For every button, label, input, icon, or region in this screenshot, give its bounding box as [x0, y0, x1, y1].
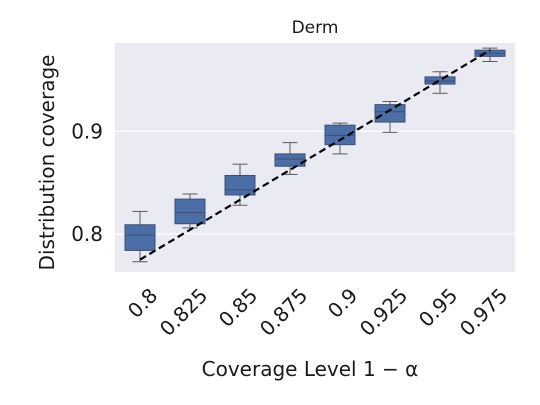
- x-tick-label: 0.975: [455, 283, 512, 340]
- box-0.8: [124, 210, 156, 263]
- box-iqr: [224, 174, 256, 196]
- box-iqr: [274, 153, 306, 167]
- box-iqr: [174, 198, 206, 225]
- box-0.975: [474, 47, 506, 62]
- y-axis-label: Distribution coverage: [35, 55, 59, 271]
- box-iqr: [324, 124, 356, 146]
- y-tick-label: 0.9: [71, 119, 103, 143]
- x-tick-label: 0.925: [355, 283, 412, 340]
- box-0.825: [174, 193, 206, 229]
- box-iqr: [374, 104, 406, 123]
- box-0.85: [224, 163, 256, 206]
- box-0.9: [324, 122, 356, 155]
- x-tick-label: 0.8: [123, 283, 162, 322]
- x-tick-label: 0.875: [255, 283, 312, 340]
- box-iqr: [424, 76, 456, 85]
- x-tick-label: 0.9: [323, 283, 362, 322]
- y-tick-label: 0.8: [71, 222, 103, 246]
- box-0.95: [424, 71, 456, 94]
- box-0.925: [374, 101, 406, 133]
- x-tick-label: 0.825: [155, 283, 212, 340]
- y-tick-labels: 0.8 0.9: [71, 119, 103, 246]
- reference-diagonal-line: [139, 49, 491, 261]
- x-axis-label: Coverage Level 1 − α: [202, 357, 419, 381]
- box-iqr: [124, 224, 156, 251]
- x-tick-labels: 0.80.825 0.850.875 0.90.925 0.950.975: [123, 283, 512, 340]
- chart-title: Derm: [292, 18, 339, 38]
